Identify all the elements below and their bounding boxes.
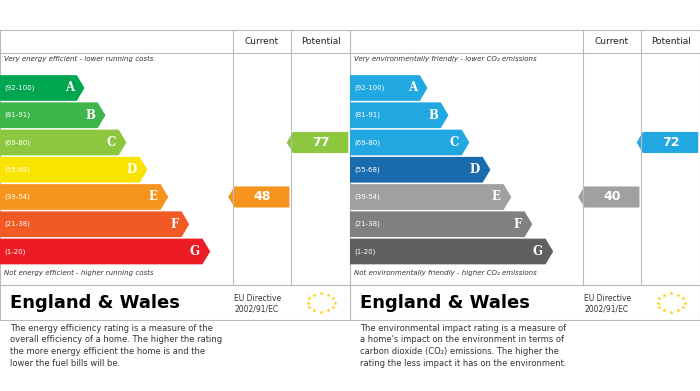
Text: F: F	[514, 218, 522, 231]
Text: EU Directive: EU Directive	[234, 294, 281, 303]
Text: C: C	[106, 136, 116, 149]
Text: (92-100): (92-100)	[4, 85, 34, 91]
Text: (39-54): (39-54)	[354, 194, 380, 200]
Text: Energy Efficiency Rating: Energy Efficiency Rating	[83, 9, 267, 22]
Text: Current: Current	[245, 37, 279, 46]
Polygon shape	[350, 239, 553, 264]
Text: 72: 72	[662, 136, 679, 149]
Text: B: B	[428, 109, 438, 122]
Polygon shape	[350, 212, 532, 237]
Text: F: F	[171, 218, 178, 231]
Text: (92-100): (92-100)	[354, 85, 384, 91]
Text: A: A	[65, 81, 74, 95]
Polygon shape	[0, 184, 168, 210]
Text: A: A	[408, 81, 417, 95]
Polygon shape	[0, 130, 127, 155]
Text: Very energy efficient - lower running costs: Very energy efficient - lower running co…	[4, 56, 153, 62]
Text: (21-38): (21-38)	[4, 221, 30, 228]
Text: Potential: Potential	[301, 37, 340, 46]
Text: Not energy efficient - higher running costs: Not energy efficient - higher running co…	[4, 270, 153, 276]
Polygon shape	[0, 212, 189, 237]
Text: 77: 77	[312, 136, 329, 149]
Text: (55-68): (55-68)	[354, 167, 380, 173]
Text: Very environmentally friendly - lower CO₂ emissions: Very environmentally friendly - lower CO…	[354, 56, 536, 62]
Text: E: E	[149, 190, 158, 203]
Text: 2002/91/EC: 2002/91/EC	[584, 304, 629, 313]
Text: 48: 48	[253, 190, 271, 203]
Polygon shape	[0, 102, 106, 128]
Text: C: C	[449, 136, 459, 149]
Text: 2002/91/EC: 2002/91/EC	[234, 304, 279, 313]
Polygon shape	[350, 130, 470, 155]
Text: England & Wales: England & Wales	[360, 294, 531, 312]
Text: 40: 40	[603, 190, 621, 203]
Text: EU Directive: EU Directive	[584, 294, 631, 303]
Polygon shape	[287, 132, 349, 153]
Polygon shape	[0, 239, 210, 264]
Text: (55-68): (55-68)	[4, 167, 30, 173]
Polygon shape	[228, 187, 290, 208]
Text: Environmental Impact (CO₂) Rating: Environmental Impact (CO₂) Rating	[394, 9, 656, 22]
Text: B: B	[85, 109, 95, 122]
Text: D: D	[470, 163, 480, 176]
Text: Potential: Potential	[651, 37, 690, 46]
Polygon shape	[350, 184, 511, 210]
Polygon shape	[350, 157, 491, 183]
Text: (1-20): (1-20)	[4, 248, 26, 255]
Text: The environmental impact rating is a measure of
a home's impact on the environme: The environmental impact rating is a mea…	[360, 323, 567, 368]
Text: (21-38): (21-38)	[354, 221, 380, 228]
Text: (81-91): (81-91)	[354, 112, 380, 118]
Text: The energy efficiency rating is a measure of the
overall efficiency of a home. T: The energy efficiency rating is a measur…	[10, 323, 223, 368]
Text: E: E	[492, 190, 500, 203]
Text: Current: Current	[595, 37, 629, 46]
Text: (69-80): (69-80)	[354, 139, 380, 146]
Text: England & Wales: England & Wales	[10, 294, 181, 312]
Polygon shape	[0, 75, 85, 101]
Polygon shape	[350, 75, 428, 101]
Text: Not environmentally friendly - higher CO₂ emissions: Not environmentally friendly - higher CO…	[354, 270, 536, 276]
Polygon shape	[637, 132, 699, 153]
Text: (39-54): (39-54)	[4, 194, 30, 200]
Text: (81-91): (81-91)	[4, 112, 30, 118]
Polygon shape	[350, 102, 449, 128]
Polygon shape	[0, 157, 148, 183]
Text: (1-20): (1-20)	[354, 248, 376, 255]
Text: D: D	[127, 163, 136, 176]
Text: (69-80): (69-80)	[4, 139, 30, 146]
Text: G: G	[533, 245, 542, 258]
Text: G: G	[190, 245, 200, 258]
Polygon shape	[578, 187, 640, 208]
